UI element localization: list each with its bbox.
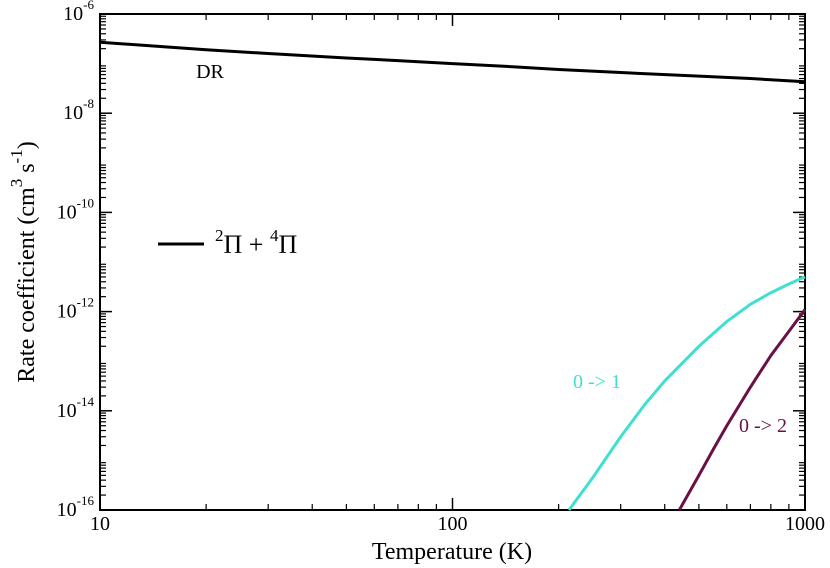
x-axis-title: Temperature (K): [372, 539, 532, 565]
series-label-2: 0 -> 1: [573, 371, 621, 393]
x-tick-labels: 10 100 1000: [90, 513, 825, 535]
plot-frame: [99, 13, 806, 511]
major-ticks: [99, 13, 806, 511]
minor-ticks: [100, 14, 805, 510]
x-tick-label: 1000: [785, 513, 825, 535]
y-tick-label: 10-16: [57, 493, 95, 521]
series-line-1: [99, 40, 806, 84]
y-tick-label: 10-12: [57, 295, 94, 323]
y-tick-label: 10-8: [63, 96, 94, 124]
series-label-3: 0 -> 2: [739, 415, 787, 437]
series-lines: [99, 40, 807, 511]
y-tick-label: 10-10: [57, 195, 94, 223]
legend-label: 2Π + 4Π: [215, 226, 297, 259]
y-axis-title: Rate coefficient (cm3 s-1): [7, 141, 40, 382]
series-line-2: [567, 275, 806, 511]
y-tick-label: 10-14: [57, 394, 95, 422]
y-tick-labels: 10-16 10-14 10-12 10-10 10-8 10-6: [57, 0, 95, 521]
series-label-1: DR: [196, 61, 224, 83]
series-line-3: [678, 308, 807, 511]
x-tick-label: 10: [90, 513, 110, 535]
series-labels: DR 0 -> 1 0 -> 2: [196, 61, 787, 437]
y-tick-label: 10-6: [63, 0, 94, 25]
legend: 2Π + 4Π: [158, 226, 297, 259]
x-tick-label: 100: [438, 513, 468, 535]
